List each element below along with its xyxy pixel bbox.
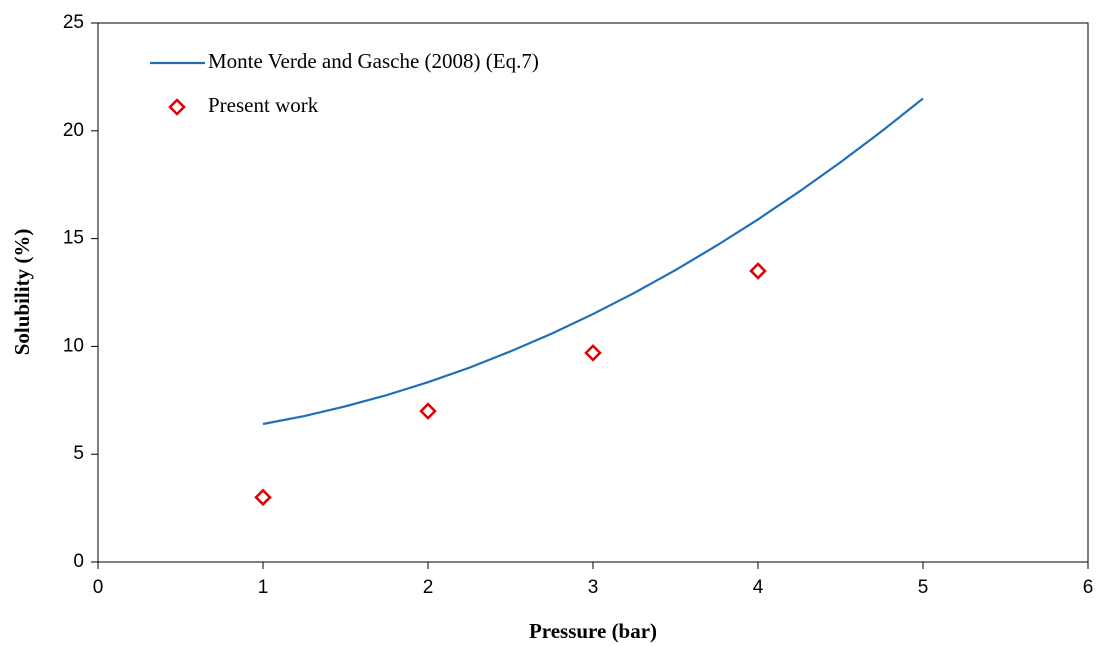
x-tick-label: 4 (753, 577, 764, 598)
x-tick-label: 0 (93, 577, 104, 598)
legend-label: Monte Verde and Gasche (2008) (Eq.7) (208, 49, 539, 73)
data-point (419, 402, 437, 420)
y-axis-title: Solubility (%) (10, 229, 34, 356)
x-tick-label: 5 (918, 577, 929, 598)
y-tick-label: 15 (63, 228, 84, 249)
data-point (749, 262, 767, 280)
data-point (584, 344, 602, 362)
x-axis-title: Pressure (bar) (529, 619, 657, 643)
data-point (254, 488, 272, 507)
y-tick-label: 5 (73, 443, 84, 464)
x-tick-label: 1 (258, 577, 269, 598)
legend-swatch (168, 98, 186, 116)
y-tick-label: 0 (73, 551, 84, 572)
legend-label: Present work (208, 93, 319, 117)
model-line (262, 97, 924, 426)
y-tick-label: 10 (63, 335, 84, 356)
y-tick-label: 25 (63, 12, 84, 33)
x-tick-label: 2 (423, 577, 434, 598)
x-tick-label: 6 (1083, 577, 1094, 598)
x-tick-label: 3 (588, 577, 599, 598)
y-tick-label: 20 (63, 120, 84, 141)
